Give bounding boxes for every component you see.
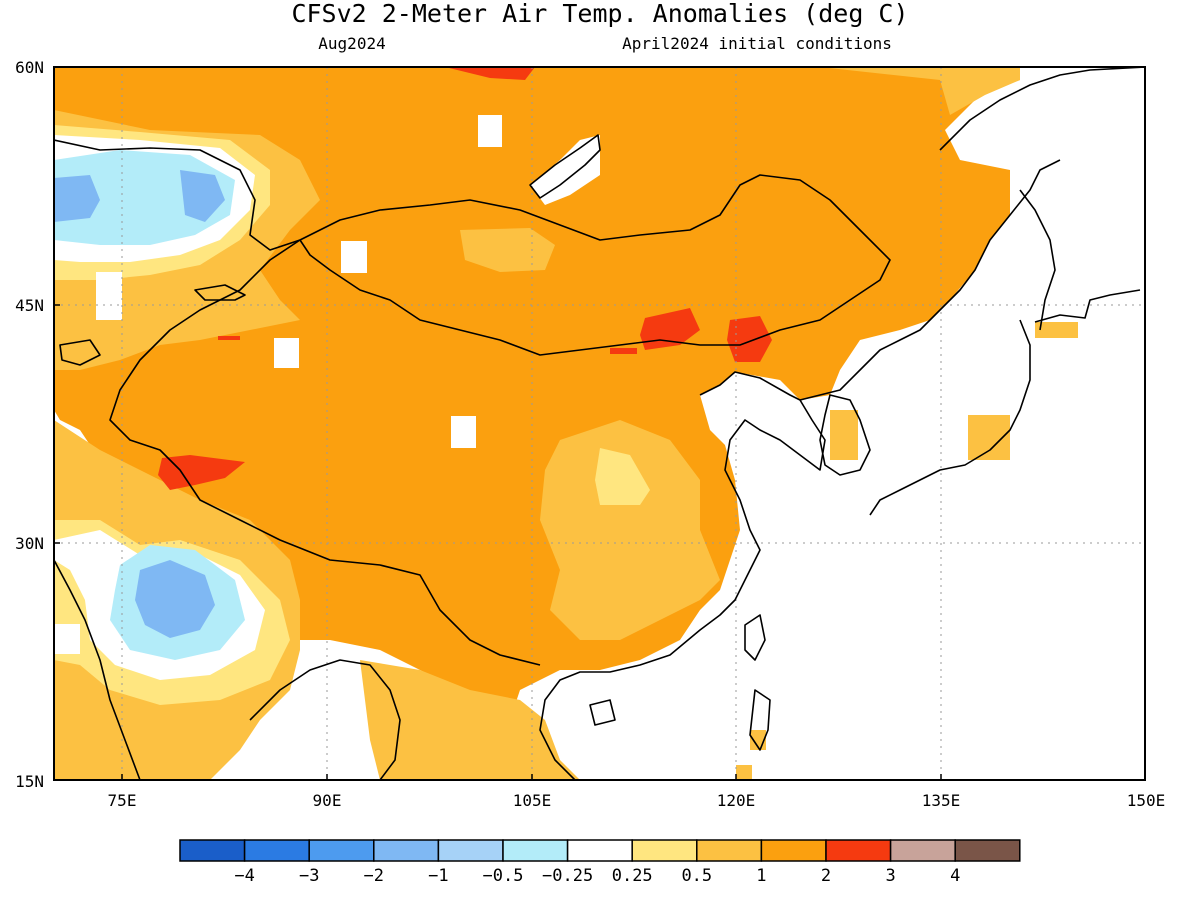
- colorbar-label: 1: [756, 866, 766, 886]
- lat-label: 30N: [15, 534, 44, 553]
- coastlines-and-borders: [54, 67, 1145, 780]
- colorbar-label: 2: [821, 866, 831, 886]
- colorbar-label: 3: [885, 866, 895, 886]
- latitude-labels: 60N 45N 30N 15N: [15, 58, 44, 791]
- colorbar-swatch: [696, 839, 763, 862]
- colorbar-swatch: [825, 839, 892, 862]
- border-china-west: [109, 239, 541, 666]
- coastline-taiwan: [744, 614, 766, 661]
- lake-balkhash: [194, 284, 246, 301]
- lat-label: 60N: [15, 58, 44, 77]
- coastline-hainan: [589, 699, 616, 726]
- colorbar-swatch: [889, 839, 956, 862]
- lon-label: 105E: [513, 791, 552, 810]
- coastline-japan-honshu: [869, 319, 1031, 516]
- colorbar: −4 −3 −2 −1 −0.5 −0.25 0.25 0.5 1 2 3 4: [179, 839, 1021, 886]
- lon-label: 150E: [1127, 791, 1166, 810]
- colorbar-swatch: [566, 839, 633, 862]
- anomaly-region-red: [158, 67, 772, 490]
- colorbar-swatch: [631, 839, 698, 862]
- lake-baikal: [529, 134, 601, 199]
- axis-tick-marks: [54, 304, 942, 780]
- coastline-bay-of-bengal: [249, 659, 401, 780]
- colorbar-label: −0.5: [483, 866, 524, 886]
- colorbar-label: 0.25: [612, 866, 653, 886]
- plot-frame: [53, 66, 1146, 781]
- map-plot-area: [54, 67, 1145, 780]
- initial-conditions: April2024 initial conditions: [622, 34, 892, 53]
- border-russia-kazakh: [54, 139, 301, 251]
- longitude-labels: 75E 90E 105E 120E 135E 150E: [108, 791, 1166, 810]
- lat-label: 15N: [15, 772, 44, 791]
- map-title: CFSv2 2-Meter Air Temp. Anomalies (deg C…: [291, 0, 908, 28]
- colorbar-swatch: [179, 839, 246, 862]
- lat-label: 45N: [15, 296, 44, 315]
- colorbar-label: 4: [950, 866, 960, 886]
- lon-label: 75E: [108, 791, 137, 810]
- coastline-luzon: [749, 689, 771, 751]
- colorbar-swatch: [954, 839, 1021, 862]
- coastline-japan-hokkaido: [1034, 289, 1141, 323]
- lon-label: 90E: [313, 791, 342, 810]
- anomaly-region-light-blue: [54, 170, 225, 638]
- anomaly-region-orange: [54, 67, 1020, 720]
- aral-caspian: [59, 339, 101, 366]
- colorbar-swatch: [437, 839, 504, 862]
- colorbar-swatch: [308, 839, 375, 862]
- colorbar-swatch: [243, 839, 310, 862]
- lon-label: 135E: [922, 791, 961, 810]
- colorbar-swatch: [502, 839, 569, 862]
- colorbar-label: −0.25: [542, 866, 593, 886]
- coastline-sakhalin: [1019, 189, 1056, 331]
- colorbar-label: −4: [234, 866, 254, 886]
- border-india-south: [54, 559, 141, 780]
- colorbar-label: −1: [428, 866, 448, 886]
- coastline-okhotsk: [939, 67, 1145, 151]
- lon-label: 120E: [717, 791, 756, 810]
- colorbar-label: 0.5: [681, 866, 712, 886]
- valid-month: Aug2024: [318, 34, 385, 53]
- missing-data-blocks: [54, 115, 600, 654]
- colorbar-swatch: [760, 839, 827, 862]
- colorbar-swatch: [373, 839, 440, 862]
- colorbar-label: −3: [299, 866, 319, 886]
- coastline-korea-south: [819, 394, 871, 476]
- colorbar-label: −2: [364, 866, 384, 886]
- coastline-korea-peninsula: [799, 159, 1061, 401]
- border-mongolia: [299, 174, 891, 356]
